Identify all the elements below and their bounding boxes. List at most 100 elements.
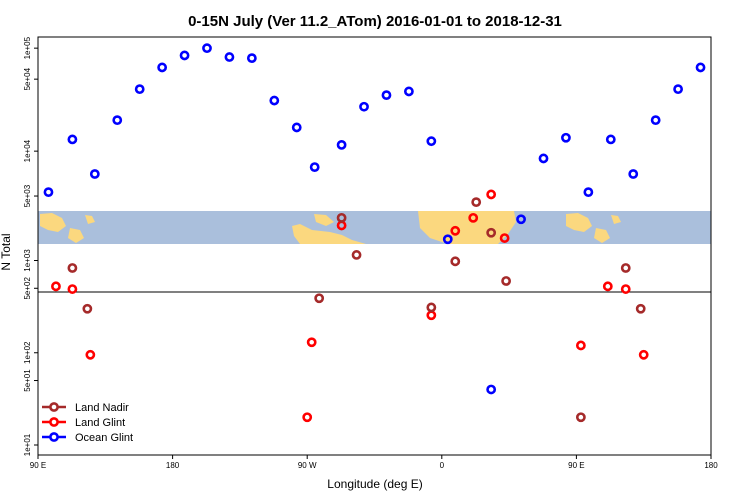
data-point bbox=[426, 136, 437, 147]
map-background bbox=[38, 211, 711, 244]
data-point bbox=[43, 187, 54, 198]
land-mass bbox=[594, 228, 610, 243]
data-point bbox=[302, 412, 313, 423]
data-point bbox=[516, 214, 526, 225]
data-point bbox=[486, 189, 497, 200]
data-point bbox=[605, 134, 616, 145]
data-point bbox=[442, 234, 453, 245]
data-point bbox=[486, 227, 497, 238]
data-point bbox=[306, 337, 317, 348]
plot-border bbox=[37, 36, 712, 456]
data-point bbox=[575, 340, 586, 351]
legend-marker bbox=[49, 402, 59, 412]
data-point bbox=[67, 263, 78, 273]
data-point bbox=[628, 169, 639, 179]
data-point bbox=[486, 384, 497, 395]
y-axis-label: N Total bbox=[0, 233, 13, 270]
x-tick-label: 180 bbox=[166, 461, 180, 470]
data-point bbox=[309, 162, 320, 173]
data-point bbox=[381, 90, 392, 101]
land-mass bbox=[292, 224, 366, 244]
data-point bbox=[695, 62, 706, 73]
data-point bbox=[638, 349, 649, 360]
data-point bbox=[602, 281, 613, 292]
data-point bbox=[620, 263, 631, 273]
x-axis-label: Longitude (deg E) bbox=[327, 477, 422, 491]
data-point bbox=[157, 62, 168, 73]
land-mass bbox=[40, 213, 66, 232]
chart-title: 0-15N July (Ver 11.2_ATom) 2016-01-01 to… bbox=[188, 13, 562, 30]
data-point bbox=[561, 132, 571, 143]
data-point bbox=[67, 284, 78, 294]
data-point bbox=[359, 101, 369, 112]
y-tick-label: 5e+01 bbox=[23, 369, 32, 392]
data-point bbox=[202, 43, 212, 54]
data-point bbox=[224, 52, 235, 62]
data-point bbox=[635, 303, 646, 314]
data-points bbox=[43, 43, 706, 423]
y-tick-label: 1e+01 bbox=[23, 433, 32, 456]
data-point bbox=[450, 225, 461, 236]
series-land-nadir bbox=[67, 197, 646, 423]
legend-marker bbox=[49, 417, 59, 427]
data-point bbox=[538, 153, 549, 164]
data-point bbox=[134, 84, 145, 95]
data-point bbox=[336, 212, 347, 223]
data-point bbox=[426, 310, 437, 321]
data-point bbox=[291, 122, 302, 133]
data-point bbox=[51, 281, 61, 292]
data-point bbox=[575, 412, 586, 423]
data-point bbox=[468, 212, 479, 223]
legend-label: Land Glint bbox=[75, 417, 125, 429]
data-point bbox=[112, 115, 123, 126]
plot-frame bbox=[37, 36, 712, 456]
x-tick-label: 90 E bbox=[568, 461, 584, 470]
land-mass bbox=[314, 214, 334, 226]
y-tick-label: 5e+03 bbox=[23, 184, 32, 207]
x-tick-label: 90 E bbox=[30, 461, 46, 470]
data-point bbox=[499, 233, 510, 243]
y-tick-label: 1e+05 bbox=[23, 36, 32, 59]
legend-marker bbox=[49, 432, 59, 442]
data-point bbox=[673, 84, 683, 95]
data-point bbox=[501, 276, 512, 286]
y-tick-label: 5e+04 bbox=[23, 67, 32, 90]
data-point bbox=[620, 284, 631, 294]
data-point bbox=[351, 250, 362, 260]
legend-label: Ocean Glint bbox=[75, 432, 133, 444]
data-point bbox=[450, 256, 461, 267]
data-point bbox=[314, 293, 325, 304]
land-mass bbox=[68, 228, 84, 243]
x-tick-label: 180 bbox=[704, 461, 718, 470]
legend-label: Land Nadir bbox=[75, 402, 129, 414]
data-point bbox=[269, 95, 280, 106]
data-point bbox=[82, 303, 93, 314]
data-point bbox=[583, 187, 594, 198]
data-point bbox=[426, 302, 437, 313]
series-ocean-glint bbox=[43, 43, 706, 395]
y-axis: 1e+04 5e+04 1e+05 1e+01 5e+01 1e+02 5e+02 1e+03… bbox=[23, 36, 38, 456]
x-tick-label: 0 bbox=[440, 461, 445, 470]
data-point bbox=[471, 197, 482, 208]
x-tick-label: 90 W bbox=[298, 461, 317, 470]
legend: Land Nadir Land Glint Ocean Glint bbox=[42, 402, 133, 444]
ocean-band bbox=[38, 211, 711, 244]
y-tick-label: 1e+04 bbox=[23, 139, 32, 162]
land-mass bbox=[85, 215, 95, 224]
land-mass bbox=[611, 215, 621, 224]
data-point bbox=[179, 50, 190, 61]
y-tick-label: 1e+03 bbox=[23, 249, 32, 272]
series-land-glint bbox=[51, 189, 649, 423]
data-point bbox=[67, 134, 78, 145]
data-point bbox=[650, 115, 661, 126]
data-point bbox=[89, 169, 100, 179]
land-mass bbox=[566, 213, 592, 232]
y-tick-label: 5e+02 bbox=[23, 276, 32, 299]
data-point bbox=[85, 349, 96, 360]
data-point bbox=[246, 53, 257, 64]
y-tick-label: 1e+02 bbox=[23, 341, 32, 364]
data-point bbox=[336, 139, 347, 150]
data-point bbox=[403, 86, 414, 97]
x-axis: 90 E 180 90 W 0 90 E 180 bbox=[30, 455, 718, 470]
